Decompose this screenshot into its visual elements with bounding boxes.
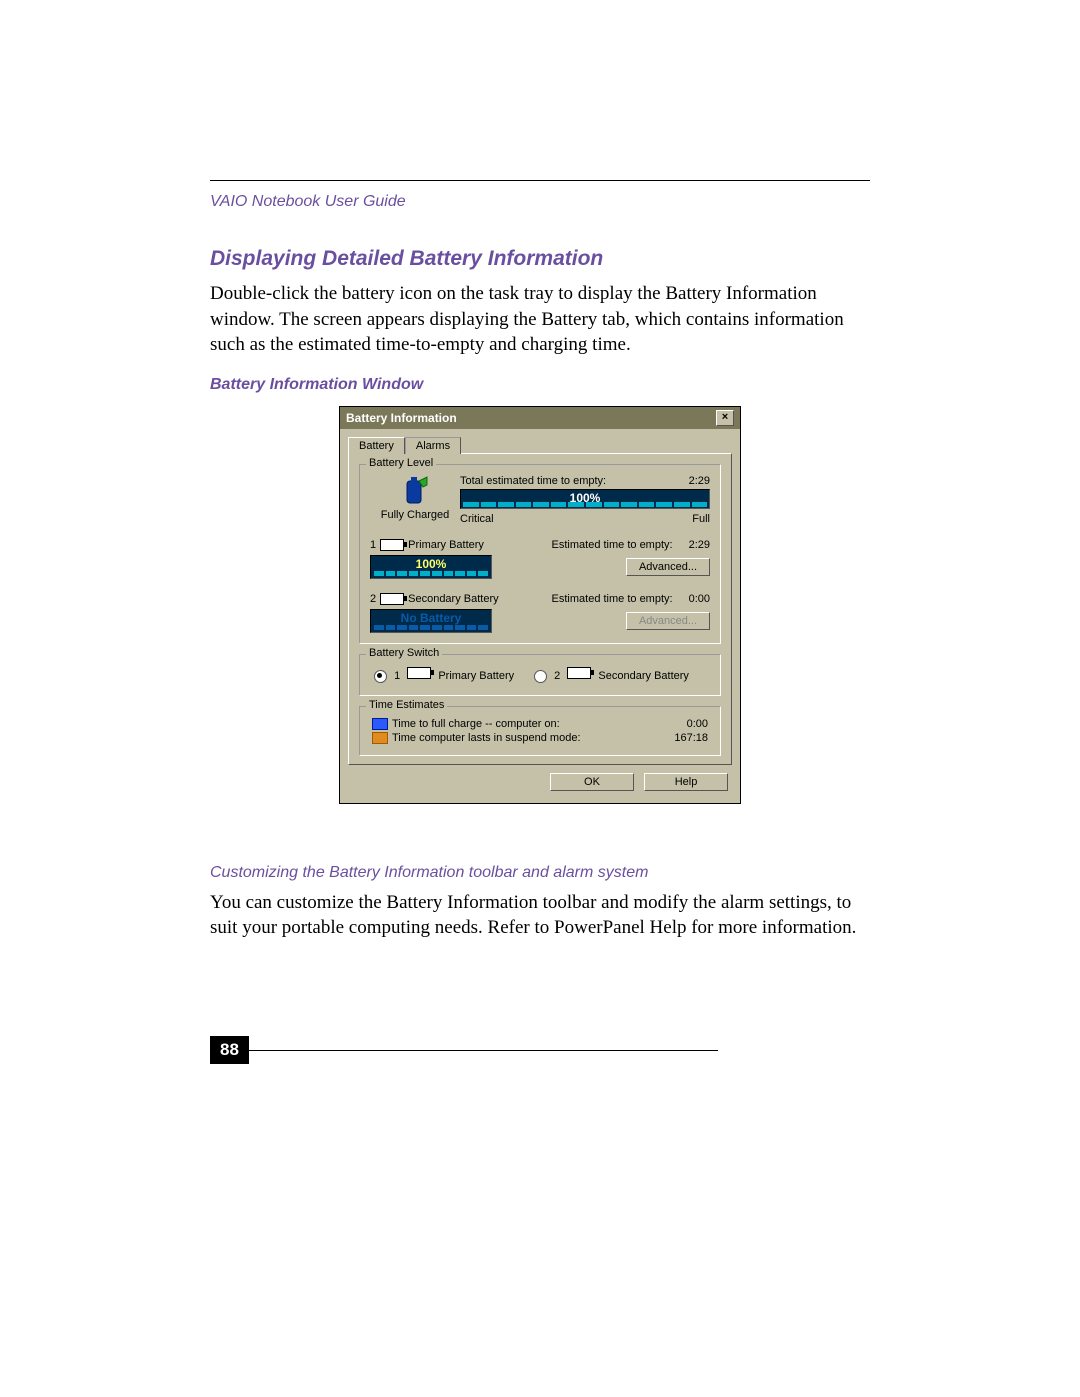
footer-rule (249, 1050, 718, 1051)
window-title: Battery Information (346, 411, 457, 425)
battery-icon (399, 475, 431, 507)
group-label-time-estimates: Time Estimates (366, 699, 447, 711)
ok-button[interactable]: OK (550, 773, 634, 791)
primary-index: 1 (370, 539, 376, 551)
section-heading: Displaying Detailed Battery Information (210, 247, 870, 271)
primary-gauge: 100% (370, 555, 492, 579)
total-est-value: 2:29 (689, 475, 710, 487)
dialog-body: Battery Alarms Battery Level (340, 429, 740, 803)
secondary-battery-entry: 2 Secondary Battery Estimated time to em… (370, 593, 710, 633)
titlebar: Battery Information × (340, 407, 740, 429)
group-label-battery-switch: Battery Switch (366, 647, 442, 659)
primary-battery-entry: 1 Primary Battery Estimated time to empt… (370, 539, 710, 579)
radio-secondary[interactable]: 2 Secondary Battery (534, 667, 689, 683)
primary-advanced-button[interactable]: Advanced... (626, 558, 710, 576)
battery-small-icon (567, 667, 591, 679)
secondary-label: Secondary Battery (408, 593, 499, 605)
charge-icon (372, 718, 388, 730)
figure-caption: Battery Information Window (210, 376, 870, 394)
total-gauge: 100% (460, 489, 710, 509)
time-row2-label: Time computer lasts in suspend mode: (392, 732, 581, 744)
figure-wrapper: Battery Information × Battery Alarms Bat… (210, 406, 870, 804)
radio-icon (534, 670, 547, 683)
full-label: Full (692, 513, 710, 525)
secondary-est-value: 0:00 (689, 593, 710, 605)
tabstrip: Battery Alarms (348, 437, 732, 454)
group-battery-level: Battery Level Fully C (359, 464, 721, 644)
secondary-est-label: Estimated time to empty: (552, 593, 673, 605)
suspend-icon (372, 732, 388, 744)
battery-small-icon (407, 667, 431, 679)
help-button[interactable]: Help (644, 773, 728, 791)
primary-est-value: 2:29 (689, 539, 710, 551)
subsection-paragraph: You can customize the Battery Informatio… (210, 890, 870, 941)
switch-opt1-index: 1 (394, 670, 400, 682)
close-button[interactable]: × (716, 410, 734, 426)
dialog-buttons: OK Help (348, 765, 732, 795)
switch-opt1-label: Primary Battery (438, 670, 514, 682)
tab-panel: Battery Level Fully C (348, 453, 732, 765)
battery-status-text: Fully Charged (370, 509, 460, 521)
total-est-label: Total estimated time to empty: (460, 475, 606, 487)
secondary-advanced-button: Advanced... (626, 612, 710, 630)
subsection-heading: Customizing the Battery Information tool… (210, 864, 870, 882)
switch-opt2-label: Secondary Battery (598, 670, 689, 682)
group-battery-switch: Battery Switch 1 Primary Battery 2 (359, 654, 721, 696)
battery-small-icon (380, 539, 404, 551)
running-header: VAIO Notebook User Guide (210, 193, 870, 211)
page-footer: 88 (210, 1036, 718, 1064)
primary-label: Primary Battery (408, 539, 484, 551)
battery-status-left: Fully Charged (370, 475, 460, 521)
page-number: 88 (210, 1036, 249, 1064)
switch-opt2-index: 2 (554, 670, 560, 682)
page: VAIO Notebook User Guide Displaying Deta… (0, 0, 1080, 941)
header-rule (210, 180, 870, 181)
time-row2-value: 167:18 (674, 732, 708, 744)
primary-est-label: Estimated time to empty: (552, 539, 673, 551)
primary-gauge-text: 100% (371, 556, 491, 571)
group-label-battery-level: Battery Level (366, 457, 436, 469)
time-row1-label: Time to full charge -- computer on: (392, 718, 560, 730)
group-time-estimates: Time Estimates Time to full charge -- co… (359, 706, 721, 756)
secondary-index: 2 (370, 593, 376, 605)
radio-primary[interactable]: 1 Primary Battery (374, 667, 514, 683)
battery-small-icon (380, 593, 404, 605)
intro-paragraph: Double-click the battery icon on the tas… (210, 281, 870, 358)
tab-alarms[interactable]: Alarms (405, 437, 461, 454)
tab-battery[interactable]: Battery (348, 437, 405, 454)
battery-info-window: Battery Information × Battery Alarms Bat… (339, 406, 741, 804)
secondary-gauge-text: No Battery (371, 610, 491, 625)
radio-icon (374, 670, 387, 683)
time-row1-value: 0:00 (687, 718, 708, 730)
secondary-gauge: No Battery (370, 609, 492, 633)
critical-label: Critical (460, 513, 494, 525)
